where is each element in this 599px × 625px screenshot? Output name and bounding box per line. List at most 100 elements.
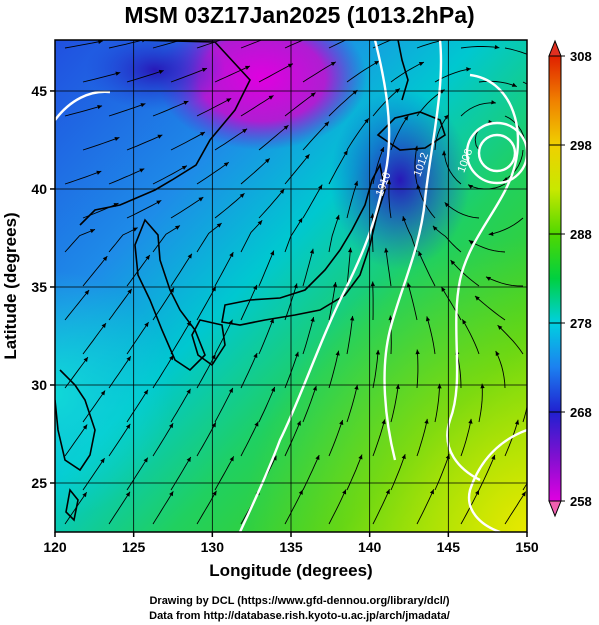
streamline [502, 149, 524, 182]
streamline [170, 67, 208, 83]
streamline [126, 457, 149, 491]
streamline [240, 284, 258, 321]
streamline [372, 146, 385, 185]
streamline-arrowhead [494, 44, 500, 50]
low-ring-outer [465, 121, 527, 185]
streamline [214, 192, 245, 219]
streamline [416, 40, 447, 49]
streamline [450, 259, 480, 287]
streamline-arrowhead [229, 456, 234, 462]
streamline-arrowhead [144, 322, 149, 328]
streamline [441, 286, 462, 321]
streamline [328, 282, 337, 321]
colorbar-tick-label: 268 [570, 405, 592, 420]
streamline [108, 103, 146, 117]
streamline [302, 316, 315, 355]
colorbar-tick-label: 308 [570, 49, 592, 64]
streamline [240, 158, 271, 185]
streamline [214, 387, 234, 423]
streamline [152, 225, 181, 253]
streamline [302, 61, 337, 83]
streamline-arrowhead [384, 247, 389, 253]
streamline [82, 136, 120, 151]
streamline-arrowhead [466, 67, 471, 72]
streamline [170, 388, 191, 423]
streamline [372, 489, 390, 525]
streamline-arrowhead [126, 356, 131, 362]
coastline-sakhalin [397, 40, 409, 101]
streamline [240, 219, 263, 253]
streamline-arrowhead [343, 150, 348, 156]
streamline [152, 355, 174, 389]
streamline-arrowhead [158, 69, 164, 74]
x-tick-label: 135 [279, 539, 303, 555]
streamline-arrowhead [375, 349, 381, 355]
streamline [152, 422, 174, 457]
streamline-arrowhead [349, 315, 355, 321]
streamline [328, 489, 347, 525]
colorbar: 258 268 278 288 298 308 [548, 39, 592, 518]
coastline-china-south [55, 369, 96, 472]
streamline-arrowhead [181, 165, 187, 170]
streamline [108, 227, 138, 253]
streamline [302, 248, 314, 287]
streamline [82, 255, 108, 287]
plot-area: 1016 1012 1008 [55, 32, 527, 532]
isobar-1008 [446, 73, 520, 482]
y-tick-label: 30 [31, 377, 47, 393]
streamline [416, 418, 428, 457]
streamline-arrowhead [211, 286, 216, 292]
streamline [346, 118, 370, 151]
streamline [214, 65, 251, 83]
streamline-arrowhead [480, 383, 485, 389]
streamline-arrowhead [437, 383, 442, 389]
streamline-arrowhead [245, 65, 250, 70]
isobar-north-west [55, 90, 111, 121]
x-tick-label: 145 [437, 539, 461, 555]
streamline [196, 161, 230, 185]
streamline-arrowhead [186, 388, 191, 394]
y-tick-label: 40 [31, 181, 47, 197]
streamline-arrowhead [310, 316, 315, 322]
streamline-arrowhead [228, 35, 233, 39]
streamline-arrowhead [425, 316, 431, 322]
streamline-arrowhead [242, 128, 248, 134]
streamline [488, 217, 524, 235]
x-tick-label: 120 [43, 539, 67, 555]
streamline-arrowhead [169, 491, 174, 497]
streamline [460, 46, 500, 49]
streamline-arrowhead [450, 260, 456, 265]
streamline [474, 295, 506, 321]
streamline [346, 454, 363, 491]
streamline-arrowhead [229, 252, 234, 258]
streamline-arrowhead [211, 422, 216, 428]
streamline [460, 102, 496, 117]
streamline-arrowhead [353, 180, 359, 186]
streamline-arrowhead [330, 61, 336, 66]
streamline [388, 179, 392, 219]
streamline [64, 356, 89, 389]
streamline-arrowhead [335, 350, 340, 356]
streamline-arrowhead [370, 281, 375, 287]
streamline-arrowhead [312, 385, 317, 391]
streamline [346, 180, 358, 219]
streamline-arrowhead [315, 32, 320, 36]
streamline-arrowhead [96, 170, 102, 175]
streamline-arrowhead [239, 193, 245, 198]
streamline-arrowhead [127, 288, 132, 294]
streamline [426, 316, 436, 355]
streamline-arrowhead [424, 418, 429, 424]
streamline-arrowhead [294, 351, 299, 357]
streamline-arrowhead [211, 354, 216, 360]
streamline [258, 124, 289, 151]
colorbar-min-arrow [548, 500, 562, 518]
streamline [82, 390, 106, 423]
streamline [443, 150, 462, 185]
streamline [284, 420, 301, 457]
streamline-arrowhead [332, 282, 338, 287]
streamline-arrowhead [253, 353, 258, 359]
chart-title: MSM 03Z17Jan2025 (1013.2hPa) [124, 2, 475, 28]
streamline-arrowhead [324, 121, 330, 127]
streamline-arrowhead [354, 384, 359, 390]
streamline-arrowhead [272, 34, 277, 38]
